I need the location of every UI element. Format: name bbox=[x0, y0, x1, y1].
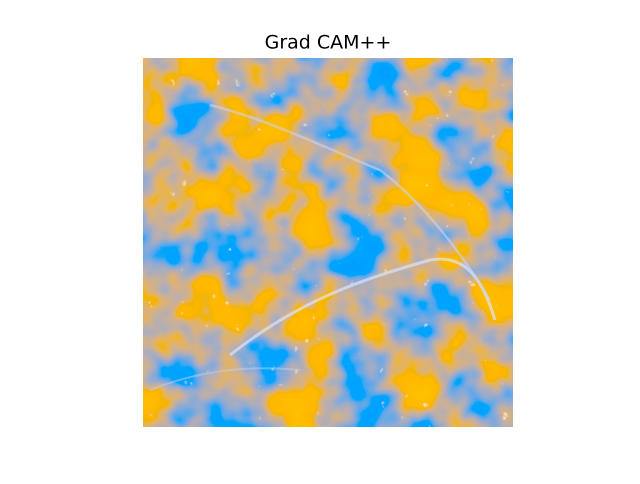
heatmap-image bbox=[143, 58, 513, 427]
title: Grad CAM++ bbox=[265, 32, 392, 54]
vein bbox=[149, 367, 301, 391]
vein bbox=[209, 103, 492, 301]
cam-overlay bbox=[143, 58, 513, 427]
